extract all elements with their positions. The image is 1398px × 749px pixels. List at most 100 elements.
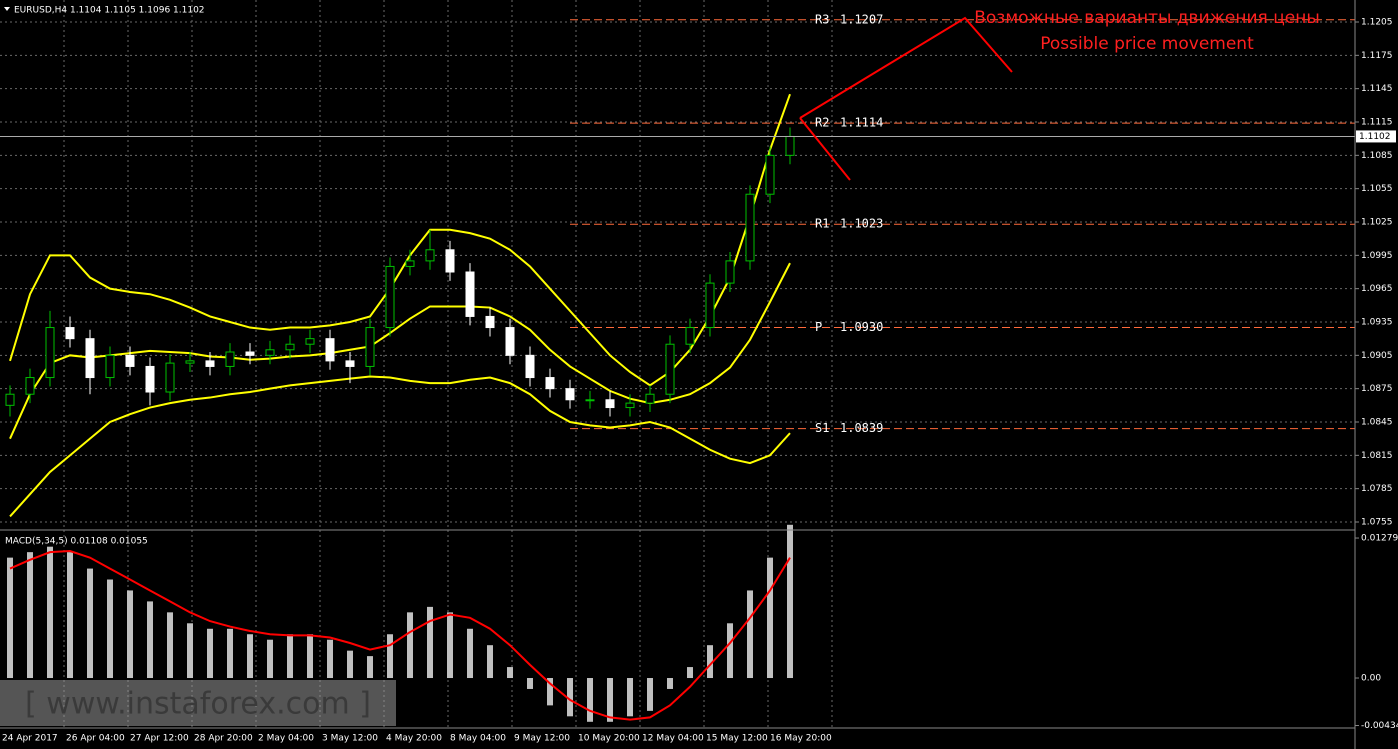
macd-bar xyxy=(627,678,633,717)
candle-body xyxy=(525,354,535,379)
candle-body xyxy=(645,393,655,404)
x-tick-label: 10 May 20:00 xyxy=(578,734,640,744)
macd-bar xyxy=(167,612,173,679)
macd-bar xyxy=(667,678,673,689)
candle-body xyxy=(505,327,515,356)
pivot-value: 1.1207 xyxy=(840,12,883,26)
candle-body xyxy=(745,193,755,262)
y-tick-label: 1.1145 xyxy=(1361,84,1393,94)
x-tick-label: 9 May 12:00 xyxy=(514,734,570,744)
candle-body xyxy=(265,349,275,356)
band-lower xyxy=(9,375,791,518)
candle-body xyxy=(725,260,735,284)
candle-body xyxy=(705,282,715,329)
macd-bar xyxy=(787,524,793,679)
menu-arrow xyxy=(4,7,10,11)
candle-body xyxy=(605,399,615,409)
watermark: [ www.instaforex.com ] xyxy=(25,687,371,722)
candle-body xyxy=(485,315,495,329)
macd-bar xyxy=(47,546,53,679)
x-tick-label: 4 May 20:00 xyxy=(386,734,442,744)
candle-body xyxy=(125,354,135,367)
x-tick-label: 28 Apr 20:00 xyxy=(194,734,253,744)
annotation: Возможные варианты движения цены xyxy=(974,8,1320,28)
macd-tick-label: 0.01279 xyxy=(1361,534,1398,544)
y-tick-label: 1.1055 xyxy=(1361,184,1393,194)
macd-bar xyxy=(687,667,693,679)
x-tick-label: 12 May 04:00 xyxy=(642,734,704,744)
pivot-name: R2 xyxy=(815,116,829,130)
band-upper xyxy=(9,93,791,387)
y-tick-label: 1.0785 xyxy=(1361,484,1393,494)
macd-bar xyxy=(267,639,273,679)
x-tick-label: 8 May 04:00 xyxy=(450,734,506,744)
candle-body xyxy=(165,362,175,393)
macd-bar xyxy=(347,650,353,679)
y-tick-label: 1.0845 xyxy=(1361,418,1393,428)
current-price-box xyxy=(1356,130,1396,143)
candle-body xyxy=(425,249,435,262)
macd-bar xyxy=(147,601,153,679)
candle-body xyxy=(245,351,255,356)
candle-body xyxy=(785,135,795,156)
macd-bar xyxy=(247,634,253,679)
pivot-name: R1 xyxy=(815,217,829,231)
macd-bar xyxy=(647,678,653,711)
band-middle xyxy=(9,262,791,440)
candle-body xyxy=(405,260,415,267)
macd-bar xyxy=(67,552,73,679)
macd-bar xyxy=(487,645,493,679)
candle-body xyxy=(365,327,375,367)
y-tick-label: 1.0815 xyxy=(1361,451,1393,461)
candle-body xyxy=(445,249,455,273)
x-tick-label: 2 May 04:00 xyxy=(258,734,314,744)
macd-bar xyxy=(767,557,773,679)
macd-bar xyxy=(727,623,733,679)
candle-body xyxy=(465,271,475,317)
macd-bar xyxy=(127,590,133,679)
candle-body xyxy=(545,377,555,390)
watermark-box xyxy=(0,680,396,726)
pivot-name: S1 xyxy=(815,421,829,435)
candle-body xyxy=(65,327,75,340)
candle-body xyxy=(305,338,315,345)
current-price-label: 1.1102 xyxy=(1359,132,1391,142)
candle-body xyxy=(25,377,35,395)
y-tick-label: 1.1025 xyxy=(1361,218,1393,228)
macd-bar xyxy=(27,552,33,679)
pivot-name: P xyxy=(815,320,822,334)
annotation: Possible price movement xyxy=(1040,34,1254,54)
candle-body xyxy=(185,360,195,364)
macd-bar xyxy=(367,656,373,679)
candle-body xyxy=(565,388,575,401)
x-tick-label: 3 May 12:00 xyxy=(322,734,378,744)
y-tick-label: 1.0965 xyxy=(1361,284,1393,294)
x-tick-label: 24 Apr 2017 xyxy=(2,734,58,744)
macd-bar xyxy=(547,678,553,706)
macd-label: MACD(5,34,5) 0.01108 0.01055 xyxy=(5,537,148,547)
macd-bar xyxy=(87,568,93,679)
candle-body xyxy=(625,402,635,409)
macd-bar xyxy=(7,557,13,679)
y-tick-label: 1.1175 xyxy=(1361,51,1393,61)
macd-bar xyxy=(527,678,533,689)
y-tick-label: 1.0995 xyxy=(1361,251,1393,261)
macd-bar xyxy=(507,667,513,679)
candle-body xyxy=(105,354,115,379)
macd-bar xyxy=(227,628,233,679)
candle-body xyxy=(685,327,695,345)
x-tick-label: 26 Apr 04:00 xyxy=(66,734,125,744)
macd-bar xyxy=(187,623,193,679)
symbol-header: EURUSD,H4 1.1104 1.1105 1.1096 1.1102 xyxy=(14,6,205,16)
macd-bar xyxy=(327,639,333,679)
candle-body xyxy=(325,338,335,362)
y-tick-label: 1.0905 xyxy=(1361,351,1393,361)
candle-body xyxy=(5,393,15,406)
candle-body xyxy=(205,360,215,367)
macd-bar xyxy=(567,678,573,717)
marks xyxy=(0,19,1355,722)
candle-body xyxy=(45,327,55,379)
y-tick-label: 1.0935 xyxy=(1361,318,1393,328)
pivot-value: 1.1114 xyxy=(840,116,883,130)
macd-bar xyxy=(447,612,453,679)
